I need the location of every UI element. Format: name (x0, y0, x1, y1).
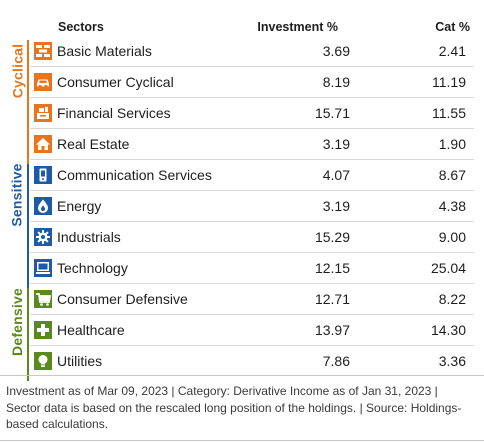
row-divider (30, 314, 474, 315)
investment-value: 8.19 (322, 74, 350, 90)
group-label-text: Defensive (9, 288, 26, 356)
investment-value: 3.19 (322, 136, 350, 152)
bricks-icon (34, 42, 52, 60)
category-value: 8.67 (438, 167, 466, 183)
table-row: Financial Services 15.71 11.55 (30, 98, 474, 129)
sector-name: Communication Services (57, 167, 212, 183)
group-bar-cyclical (27, 40, 29, 164)
sector-name: Consumer Cyclical (57, 74, 174, 90)
group-label-cyclical: Cyclical (6, 40, 28, 102)
group-bar-sensitive (27, 164, 29, 288)
row-divider (30, 221, 474, 222)
investment-value: 4.07 (322, 167, 350, 183)
row-divider (30, 345, 474, 346)
table-row: Utilities 7.86 3.36 (30, 346, 474, 377)
cash-register-icon (34, 104, 52, 122)
investment-percent-header: Investment % (257, 20, 338, 34)
table-row: Real Estate 3.19 1.90 (30, 129, 474, 160)
category-value: 11.55 (432, 105, 466, 121)
category-value: 3.36 (438, 353, 466, 369)
table-row: Consumer Defensive 12.71 8.22 (30, 284, 474, 315)
investment-value: 15.71 (314, 105, 350, 121)
category-value: 1.90 (438, 136, 466, 152)
sectors-header: Sectors (58, 20, 104, 34)
group-bar-defensive (27, 288, 29, 381)
investment-value: 12.71 (314, 291, 350, 307)
investment-value: 15.29 (314, 229, 350, 245)
table-row: Industrials 15.29 9.00 (30, 222, 474, 253)
sector-name: Basic Materials (57, 43, 152, 59)
sector-name: Energy (57, 198, 102, 214)
category-value: 9.00 (438, 229, 466, 245)
car-icon (34, 73, 52, 91)
row-divider (30, 159, 474, 160)
group-label-defensive: Defensive (6, 286, 28, 358)
table-row: Basic Materials 3.69 2.41 (30, 36, 474, 67)
category-value: 2.41 (438, 43, 466, 59)
table-row: Healthcare 13.97 14.30 (30, 315, 474, 346)
monitor-icon (34, 259, 52, 277)
row-divider (30, 66, 474, 67)
house-icon (34, 135, 52, 153)
investment-value: 12.15 (314, 260, 350, 276)
medical-cross-icon (34, 321, 52, 339)
group-label-sensitive: Sensitive (6, 162, 28, 228)
category-value: 11.19 (432, 74, 466, 90)
sector-name: Technology (57, 260, 128, 276)
lightbulb-icon (34, 352, 52, 370)
category-value: 14.30 (430, 322, 466, 338)
gear-icon (34, 228, 52, 246)
row-divider (30, 283, 474, 284)
row-divider (30, 128, 474, 129)
row-divider (30, 190, 474, 191)
phone-icon (34, 166, 52, 184)
table-row: Consumer Cyclical 8.19 11.19 (30, 67, 474, 98)
investment-value: 3.19 (322, 198, 350, 214)
row-divider (30, 97, 474, 98)
sector-name: Healthcare (57, 322, 125, 338)
group-label-text: Sensitive (9, 163, 25, 227)
category-value: 4.38 (438, 198, 466, 214)
table-row: Communication Services 4.07 8.67 (30, 160, 474, 191)
footnote: Investment as of Mar 09, 2023 | Category… (6, 384, 462, 431)
table-row: Technology 12.15 25.04 (30, 253, 474, 284)
sector-name: Financial Services (57, 105, 171, 121)
cart-icon (34, 290, 52, 308)
sector-name: Real Estate (57, 136, 130, 152)
bottom-divider (0, 440, 484, 441)
sector-name: Utilities (57, 353, 103, 369)
investment-value: 3.69 (322, 43, 350, 59)
flame-icon (34, 197, 52, 215)
group-label-text: Cyclical (9, 43, 25, 99)
table-row: Energy 3.19 4.38 (30, 191, 474, 222)
footnote-divider (0, 375, 484, 376)
investment-value: 7.86 (322, 353, 350, 369)
investment-value: 13.97 (314, 322, 350, 338)
sector-name: Industrials (57, 229, 121, 245)
category-value: 8.22 (438, 291, 466, 307)
row-divider (30, 252, 474, 253)
sector-name: Consumer Defensive (57, 291, 188, 307)
category-percent-header: Cat % (435, 20, 470, 34)
category-value: 25.04 (430, 260, 466, 276)
